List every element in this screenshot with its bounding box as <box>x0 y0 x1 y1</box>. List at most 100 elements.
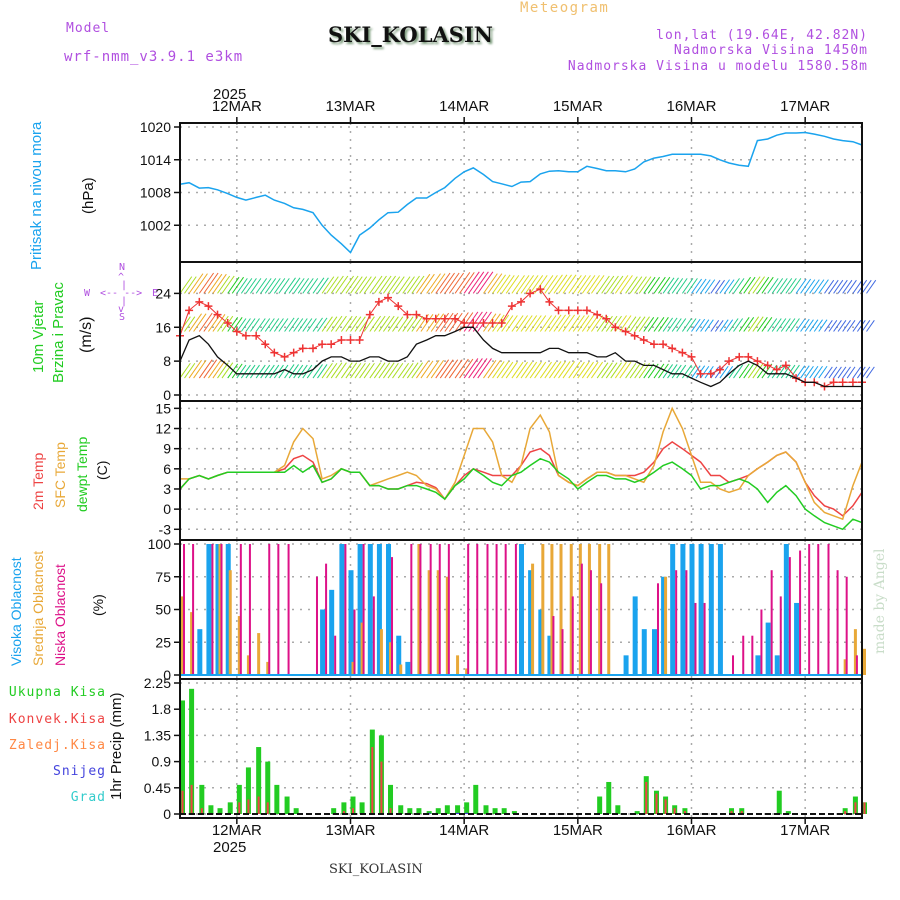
wind-barb <box>278 278 290 294</box>
wind-barb <box>534 315 547 332</box>
cloud-bar-high <box>717 544 723 675</box>
wind-barb <box>553 361 566 379</box>
cloud-bar-mid <box>379 629 383 675</box>
wind-barb <box>397 316 410 332</box>
wind-barb <box>658 276 671 294</box>
precip-bar-ukupna-kisa <box>776 790 782 814</box>
wind-barb <box>671 318 682 332</box>
precip-bar-ukupna-kisa <box>615 805 621 814</box>
wind-barb <box>359 362 371 379</box>
wind-barb <box>420 360 434 379</box>
wind-barb <box>397 276 411 294</box>
wind-barb <box>558 314 571 332</box>
wind-barb <box>203 272 219 294</box>
precip-bar-konvek-kisa <box>655 793 658 814</box>
wind-barb <box>605 362 618 379</box>
wind-barb <box>217 315 229 332</box>
wind-barb <box>529 275 544 294</box>
precip-bar-ukupna-kisa <box>785 811 791 814</box>
wind-barb <box>487 273 503 294</box>
compass-south: S <box>119 312 126 323</box>
precip-bar-konvek-kisa <box>352 808 354 814</box>
cloud-bar-low <box>675 570 678 675</box>
station-title: SKI_KOLASIN <box>328 22 493 47</box>
day-label: 15MAR <box>552 98 603 115</box>
wind-barb <box>658 317 669 332</box>
cloud-bar-mid <box>456 655 460 675</box>
wind-barb <box>681 364 692 379</box>
wind-barb <box>459 358 474 379</box>
cloud-bar-low <box>220 544 223 675</box>
wind-barb <box>193 359 207 379</box>
precip-bar-ukupna-kisa <box>483 805 489 814</box>
wind-barb <box>634 276 647 294</box>
cloud-bar-low <box>580 563 583 675</box>
cloud-bar-high <box>765 622 771 675</box>
wind-barb <box>505 315 518 332</box>
wind-barb <box>217 275 231 294</box>
wind-barb <box>647 317 659 332</box>
wind-barb <box>562 314 576 332</box>
wind-barb <box>704 279 716 294</box>
wind-barb <box>511 361 524 379</box>
gust-marker <box>763 361 772 370</box>
wind-barb <box>363 316 375 332</box>
wind-barb <box>572 315 585 332</box>
cloud-bar-high <box>755 655 761 675</box>
wind-barb <box>369 315 382 332</box>
cloud-bar-high <box>519 544 524 675</box>
gust-marker <box>394 302 403 311</box>
wind-barb <box>454 272 471 294</box>
wind-barb <box>818 319 828 332</box>
wind-barb <box>728 278 740 294</box>
cloud-bar-mid <box>246 655 250 675</box>
wind-barb <box>387 276 401 294</box>
cloud-bar-mid <box>550 544 554 675</box>
gust-marker <box>451 314 460 323</box>
wind-barb <box>297 278 310 294</box>
gust-marker <box>270 348 279 357</box>
wind-barb <box>326 316 338 332</box>
wind-speed-line <box>179 326 862 388</box>
compass-north: N <box>119 262 126 273</box>
wind-barb <box>591 361 604 379</box>
wind-barb <box>255 364 266 379</box>
wind-barb <box>426 359 440 379</box>
wind-barb <box>813 279 825 294</box>
precip-bar-ukupna-kisa <box>350 796 356 814</box>
wind-barb <box>577 361 590 379</box>
precip-bar-ukupna-kisa <box>256 747 262 814</box>
wind-barb <box>203 359 218 379</box>
wind-barb <box>236 318 247 332</box>
wind-barb <box>752 362 764 379</box>
wind-barb <box>529 315 542 332</box>
ytick-label: 1014 <box>140 152 171 168</box>
wind-barb <box>288 317 300 332</box>
wind-barb <box>866 366 875 379</box>
cloud-bar-low <box>589 570 592 675</box>
wind-barb <box>704 319 714 332</box>
cloud-bar-low <box>476 544 479 675</box>
wind-barb <box>515 361 529 379</box>
wind-barb <box>743 276 756 294</box>
gust-marker <box>252 331 261 340</box>
wind-barb <box>297 318 308 332</box>
wind-barb <box>662 277 675 294</box>
gust-marker <box>479 319 488 328</box>
ytick-label: 1002 <box>140 217 171 233</box>
cloud-bar-low <box>268 544 271 675</box>
wind-barb <box>302 318 313 332</box>
wind-barb <box>562 361 576 379</box>
precip-bar-ukupna-kisa <box>606 781 612 814</box>
wind-barb <box>544 275 558 294</box>
cloud-bar-mid <box>237 616 241 675</box>
wind-barb <box>477 271 494 294</box>
wind-barb <box>402 316 414 332</box>
wind-barb <box>601 275 615 294</box>
wind-barb <box>426 273 441 294</box>
wind-barb <box>420 314 434 332</box>
cloud-bar-high <box>708 544 714 675</box>
ytick-label: 50 <box>155 602 171 618</box>
wind-barb <box>448 359 463 379</box>
wind-barb <box>852 366 862 379</box>
